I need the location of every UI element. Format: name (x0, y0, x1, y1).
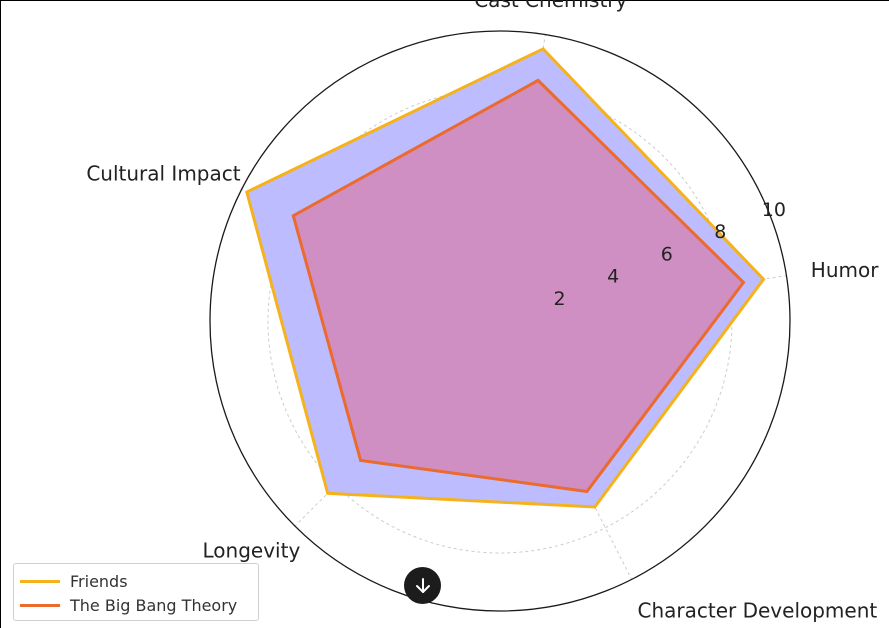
axis-label-cultural-impact: Cultural Impact (86, 162, 240, 186)
radial-tick-label-10: 10 (762, 199, 786, 221)
legend-item-friends: Friends (20, 569, 258, 593)
legend: Friends The Big Bang Theory (13, 563, 259, 621)
radial-tick-label-6: 6 (661, 243, 673, 265)
scroll-down-button[interactable] (404, 567, 441, 604)
legend-swatch-friends (20, 579, 60, 583)
axis-label-humor: Humor (811, 258, 879, 282)
legend-item-big-bang-theory: The Big Bang Theory (20, 593, 258, 617)
radial-tick-label-2: 2 (554, 288, 566, 310)
series-line-the-big-bang-theory (291, 78, 746, 494)
series-fill-the-big-bang-theory (293, 80, 744, 492)
axis-label-longevity: Longevity (203, 539, 301, 563)
legend-swatch-big-bang-theory (20, 603, 60, 607)
radial-tick-label-8: 8 (714, 221, 726, 243)
axis-label-cast-chemistry: Cast Chemistry (474, 0, 627, 12)
legend-label-big-bang-theory: The Big Bang Theory (70, 595, 238, 615)
frame-left-edge (0, 0, 1, 628)
axis-label-character-development: Character Development (638, 598, 878, 622)
radial-tick-label-4: 4 (607, 266, 619, 288)
arrow-down-icon (415, 577, 430, 593)
series-line-friends (245, 47, 766, 509)
legend-label-friends: Friends (70, 571, 128, 591)
frame-top-edge (0, 0, 889, 1)
outer-circle (209, 30, 791, 612)
